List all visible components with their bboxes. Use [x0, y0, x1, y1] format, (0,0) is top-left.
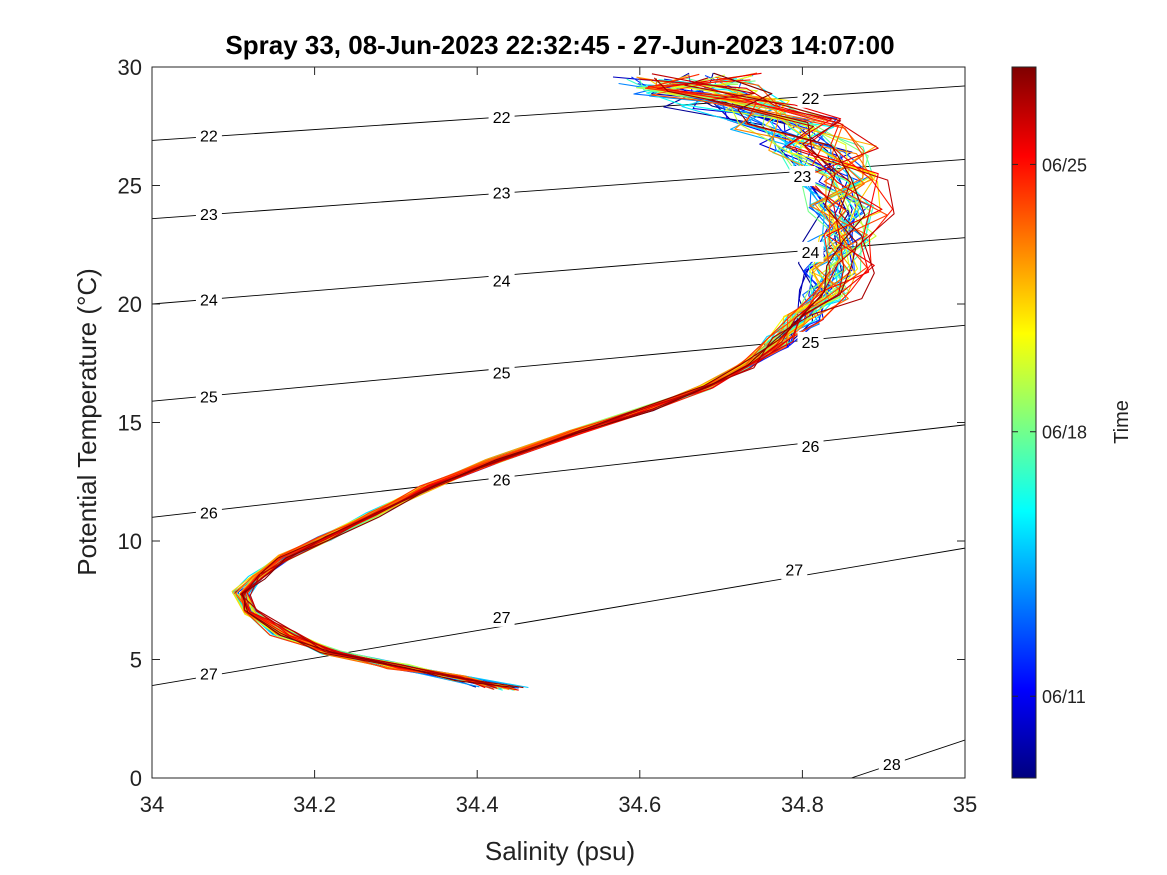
- contour-label-bg: [797, 241, 824, 262]
- contour-label: 22: [802, 91, 820, 108]
- colorbar-label: Time: [1111, 400, 1133, 444]
- x-axis-label: Salinity (psu): [485, 836, 635, 866]
- profile-line: [249, 73, 895, 689]
- contour-label-bg: [488, 362, 515, 383]
- contour-label-bg: [195, 663, 222, 684]
- chart-title: Spray 33, 08-Jun-2023 22:32:45 - 27-Jun-…: [225, 30, 894, 60]
- density-contour-27: [152, 547, 965, 687]
- contour-label: 27: [785, 562, 803, 579]
- contour-label: 22: [200, 129, 218, 146]
- profile-line: [240, 77, 875, 687]
- contour-label-bg: [488, 469, 515, 490]
- y-axis: 0 5 10 15 20 25 30: [118, 55, 965, 791]
- y-tick-label: 5: [130, 648, 142, 673]
- density-contour-22: [152, 85, 965, 141]
- contour-label: 27: [200, 667, 218, 684]
- contour-label: 25: [493, 366, 511, 383]
- contour-label-bg: [488, 270, 515, 291]
- density-contour-24: [152, 237, 965, 305]
- x-tick-label: 34: [140, 792, 164, 817]
- contour-label: 24: [493, 273, 511, 290]
- contour-label: 28: [883, 757, 901, 774]
- contour-label-bg: [878, 753, 905, 774]
- contour-label-bg: [781, 559, 808, 580]
- colorbar: [1011, 66, 1037, 779]
- contour-label-bg: [195, 125, 222, 146]
- y-tick-label: 30: [118, 55, 142, 80]
- profile-line: [241, 82, 879, 687]
- contour-label: 24: [802, 245, 820, 262]
- x-tick-label: 34.2: [293, 792, 336, 817]
- density-contours: [152, 85, 965, 778]
- contour-label-bg: [195, 386, 222, 407]
- x-tick-label: 34.8: [781, 792, 824, 817]
- contour-label: 22: [493, 110, 511, 127]
- y-tick-label: 0: [130, 766, 142, 791]
- contour-label: 23: [493, 186, 511, 203]
- x-axis: 34 34.2 34.4 34.6 34.8 35: [140, 67, 977, 817]
- contour-labels: 22 22 22 23 23 23 24 24 24 25 25 25 26 26 26 27 27 27 28: [195, 87, 905, 774]
- contour-label-bg: [195, 289, 222, 310]
- colorbar-tick-label: 06/11: [1042, 687, 1086, 707]
- contour-label: 26: [802, 439, 820, 456]
- contour-label-bg: [797, 331, 824, 352]
- x-tick-label: 35: [953, 792, 977, 817]
- contour-label-bg: [789, 166, 816, 187]
- contour-label-bg: [488, 106, 515, 127]
- contour-label: 23: [200, 207, 218, 224]
- density-contour-25: [152, 324, 965, 402]
- y-tick-label: 15: [118, 411, 142, 436]
- y-tick-label: 25: [118, 174, 142, 199]
- contour-label: 26: [493, 472, 511, 489]
- density-contour-28: [851, 739, 965, 778]
- colorbar-tick-label: 06/18: [1042, 423, 1087, 443]
- x-tick-label: 34.4: [456, 792, 499, 817]
- y-axis-label: Potential Temperature (°C): [72, 268, 102, 576]
- plot-area: [152, 67, 965, 778]
- contour-label-bg: [797, 87, 824, 108]
- density-contour-26: [152, 424, 965, 518]
- colorbar-tick-label: 06/25: [1042, 155, 1087, 175]
- y-tick-label: 20: [118, 292, 142, 317]
- colorbar-ticks: 06/11 06/18 06/25: [1012, 155, 1087, 707]
- profile-line: [241, 72, 866, 689]
- contour-label-bg: [488, 606, 515, 627]
- x-tick-label: 34.6: [618, 792, 661, 817]
- contour-label: 26: [200, 506, 218, 523]
- contour-label-bg: [488, 182, 515, 203]
- contour-label-bg: [195, 502, 222, 523]
- y-tick-label: 10: [118, 529, 142, 554]
- contour-label-bg: [195, 203, 222, 224]
- contour-label: 25: [200, 389, 218, 406]
- contour-label: 25: [802, 335, 820, 352]
- contour-label: 24: [200, 292, 218, 309]
- contour-label: 23: [794, 169, 812, 186]
- contour-label: 27: [493, 610, 511, 627]
- profile-line: [243, 77, 858, 689]
- contour-label-bg: [797, 436, 824, 457]
